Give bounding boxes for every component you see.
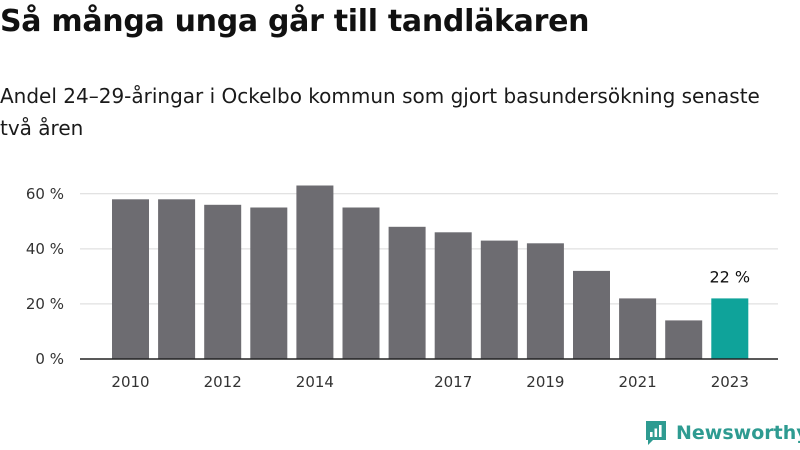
bar-2011 — [158, 199, 196, 359]
annotations: 22 % — [709, 267, 750, 286]
y-axis: 0 % 20 % 40 % 60 % — [26, 185, 64, 368]
x-tick-label: 2023 — [711, 373, 749, 391]
bar-2022 — [665, 320, 703, 359]
x-tick-label: 2019 — [526, 373, 564, 391]
y-tick-label: 20 % — [26, 295, 64, 313]
bar-2021 — [619, 298, 657, 359]
x-tick-label: 2017 — [434, 373, 472, 391]
bar-2013 — [250, 207, 288, 359]
bars — [112, 185, 749, 359]
x-axis: 2010 2012 2014 2017 2019 2021 2023 — [80, 358, 778, 391]
x-tick-label: 2014 — [296, 373, 334, 391]
x-tick-label: 2012 — [204, 373, 242, 391]
bar-2018 — [480, 240, 518, 359]
y-tick-label: 60 % — [26, 185, 64, 203]
y-tick-label: 0 % — [35, 350, 64, 368]
gridlines — [80, 193, 778, 305]
x-tick-label: 2010 — [111, 373, 149, 391]
newsworthy-logo-icon — [646, 421, 666, 445]
bar-value-label: 22 % — [709, 267, 750, 286]
x-tick-label: 2021 — [619, 373, 657, 391]
bar-2023 — [711, 298, 749, 359]
bar-2014 — [296, 185, 334, 359]
bar-2016 — [388, 226, 426, 359]
bar-2010 — [112, 199, 149, 359]
bar-2017 — [434, 232, 472, 359]
y-tick-label: 40 % — [26, 240, 64, 258]
bar-2015 — [342, 207, 380, 359]
chart-subtitle: Andel 24–29-åringar i Ockelbo kommun som… — [0, 84, 760, 140]
brand-name: Newsworthy — [676, 422, 800, 444]
bar-2019 — [526, 243, 564, 359]
bar-2012 — [204, 204, 242, 359]
chart-title: Så många unga går till tandläkaren — [0, 4, 590, 39]
brand-logo: Newsworthy — [644, 418, 800, 448]
bar-2020 — [573, 270, 610, 359]
